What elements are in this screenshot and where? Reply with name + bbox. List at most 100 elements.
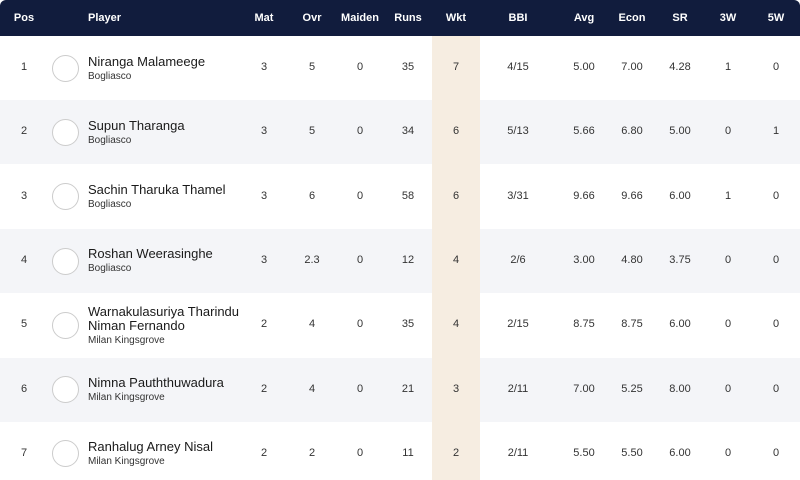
stat-cell: 12 xyxy=(401,254,415,267)
stat-cell: 7.00 xyxy=(621,61,643,74)
stat-cell: 35 xyxy=(401,318,415,331)
player-avatar xyxy=(52,247,79,275)
stat-cell: 0 xyxy=(356,446,364,459)
stat-cell: 2 xyxy=(260,382,268,395)
header-cell: BBI xyxy=(508,12,528,24)
stat-cell: 2 xyxy=(260,318,268,331)
stat-cell: 3 xyxy=(260,189,268,202)
stat-cell: 0 xyxy=(772,382,780,395)
stat-cell: 4 xyxy=(308,382,316,395)
stat-cell: 0 xyxy=(724,125,732,138)
stat-cell: 9.66 xyxy=(573,189,595,202)
stat-cell: 5.50 xyxy=(621,446,643,459)
stat-cell: 0 xyxy=(724,382,732,395)
stat-cell: 3 xyxy=(260,125,268,138)
row-background xyxy=(0,228,800,293)
stat-cell: 0 xyxy=(724,318,732,331)
header-cell: Wkt xyxy=(445,12,467,24)
stat-cell: 2 xyxy=(308,446,316,459)
team-name: Bogliasco xyxy=(88,70,132,82)
table-header xyxy=(0,0,800,36)
stat-cell: 5.25 xyxy=(621,382,643,395)
stat-cell: 0 xyxy=(356,254,364,267)
header-cell: Runs xyxy=(394,12,422,24)
team-name: Milan Kingsgrove xyxy=(88,334,165,346)
stat-cell: 3/31 xyxy=(507,189,529,202)
player-cell: Niranga Malameege Bogliasco xyxy=(88,36,250,100)
header-cell: Avg xyxy=(573,12,595,24)
player-cell: Ranhalug Arney Nisal Milan Kingsgrove xyxy=(88,422,250,480)
stat-cell: 6 xyxy=(452,125,460,138)
stat-cell: 5/13 xyxy=(507,125,529,138)
stat-cell: 58 xyxy=(401,189,415,202)
stat-cell: 2/11 xyxy=(507,382,529,395)
player-avatar xyxy=(52,376,79,404)
wicket-column-highlight xyxy=(432,36,480,480)
stat-cell: 4.80 xyxy=(621,254,643,267)
stat-cell: 7 xyxy=(452,61,460,74)
stat-cell: 6 xyxy=(308,189,316,202)
stat-cell: 0 xyxy=(356,125,364,138)
stat-cell: 2.3 xyxy=(304,254,320,267)
position: 4 xyxy=(20,254,28,267)
stat-cell: 2/15 xyxy=(507,318,529,331)
team-name: Bogliasco xyxy=(88,263,132,275)
stat-cell: 5.00 xyxy=(573,61,595,74)
player-avatar xyxy=(52,311,79,339)
header-cell: SR xyxy=(672,12,688,24)
stat-cell: 5.50 xyxy=(573,446,595,459)
header-cell: 3W xyxy=(719,12,737,24)
stat-cell: 6.00 xyxy=(669,189,691,202)
stat-cell: 2 xyxy=(260,446,268,459)
player-name: Roshan Weerasinghe xyxy=(88,246,213,262)
position: 5 xyxy=(20,318,28,331)
player-name: Supun Tharanga xyxy=(88,117,185,133)
player-avatar xyxy=(52,440,79,468)
player-name: Niranga Malameege xyxy=(88,53,206,69)
stat-cell: 4 xyxy=(452,318,460,331)
stat-cell: 4 xyxy=(308,318,316,331)
stat-cell: 35 xyxy=(401,61,415,74)
stat-cell: 0 xyxy=(772,446,780,459)
stat-cell: 0 xyxy=(356,382,364,395)
position: 1 xyxy=(20,61,28,74)
stat-cell: 11 xyxy=(402,446,414,459)
stat-cell: 4.28 xyxy=(669,61,691,74)
position: 3 xyxy=(20,189,28,202)
stat-cell: 6.00 xyxy=(669,318,691,331)
stat-cell: 0 xyxy=(772,254,780,267)
team-name: Milan Kingsgrove xyxy=(88,392,165,403)
header-cell: Maiden xyxy=(341,12,379,24)
player-avatar xyxy=(52,183,79,211)
stat-cell: 2 xyxy=(452,446,460,459)
team-name: Bogliasco xyxy=(88,199,132,211)
position: 7 xyxy=(20,446,28,459)
player-cell: Sachin Tharuka Thamel Bogliasco xyxy=(88,165,250,229)
position: 2 xyxy=(20,125,28,138)
stat-cell: 34 xyxy=(401,125,415,138)
stat-cell: 3 xyxy=(260,254,268,267)
stat-cell: 0 xyxy=(356,61,364,74)
header-cell: Ovr xyxy=(302,12,322,24)
stat-cell: 2/6 xyxy=(510,254,526,267)
player-name: Nimna Pauththuwadura xyxy=(88,375,224,390)
stat-cell: 5.66 xyxy=(573,125,595,138)
stat-cell: 4 xyxy=(452,254,460,267)
header-cell: 5W xyxy=(767,12,785,24)
stat-cell: 0 xyxy=(356,189,364,202)
stat-cell: 6.80 xyxy=(621,125,643,138)
player-avatar xyxy=(52,118,79,146)
stat-cell: 2/11 xyxy=(507,446,529,459)
stat-cell: 7.00 xyxy=(573,382,595,395)
player-cell: Nimna Pauththuwadura Milan Kingsgrove xyxy=(88,358,250,422)
stat-cell: 5 xyxy=(308,61,316,74)
stat-cell: 8.75 xyxy=(621,318,643,331)
player-cell: Supun Tharanga Bogliasco xyxy=(88,100,250,164)
stat-cell: 6 xyxy=(452,189,460,202)
header-cell: Mat xyxy=(254,12,274,24)
stat-cell: 3 xyxy=(260,61,268,74)
stat-cell: 8.75 xyxy=(573,318,595,331)
stat-cell: 0 xyxy=(356,318,364,331)
row-background xyxy=(0,357,800,422)
